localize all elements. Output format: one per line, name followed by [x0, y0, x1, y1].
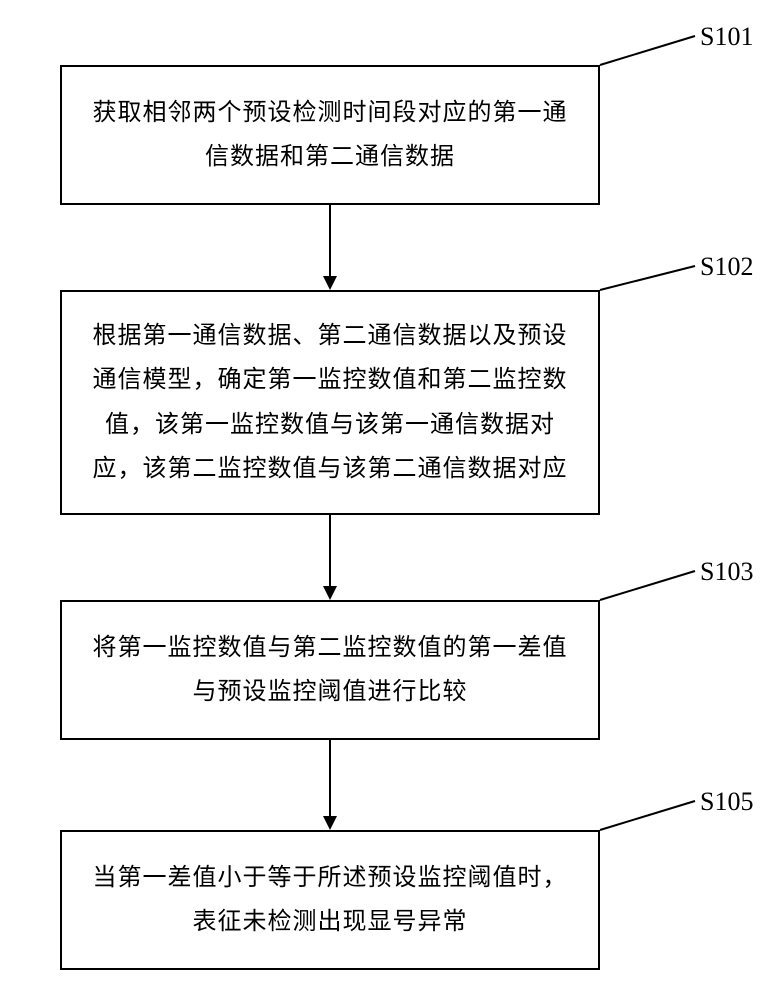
flowchart-canvas: 获取相邻两个预设检测时间段对应的第一通信数据和第二通信数据 根据第一通信数据、第… — [0, 0, 771, 1000]
connector-2-3 — [329, 515, 331, 587]
connector-3-4 — [329, 740, 331, 817]
connector-1-2 — [329, 205, 331, 277]
arrow-head-3-4 — [323, 816, 337, 830]
arrow-head-2-3 — [323, 586, 337, 600]
arrow-head-1-2 — [323, 276, 337, 290]
